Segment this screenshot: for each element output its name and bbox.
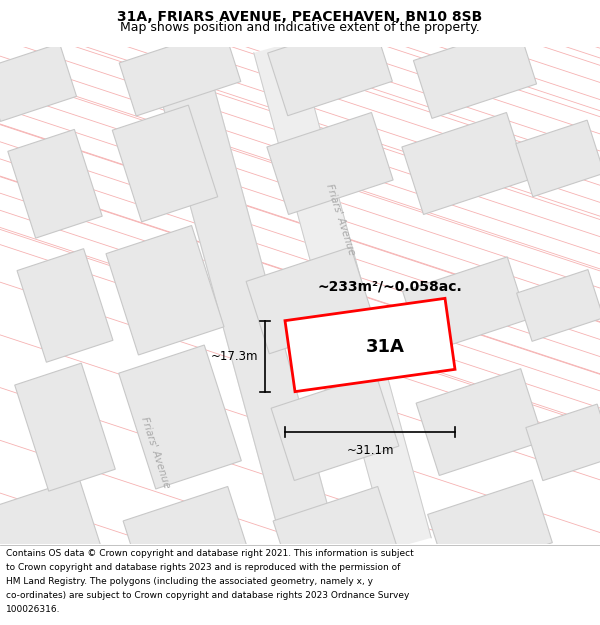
Polygon shape: [15, 363, 115, 491]
Polygon shape: [119, 29, 241, 116]
Polygon shape: [253, 41, 431, 550]
Polygon shape: [267, 112, 393, 214]
Text: ~233m²/~0.058ac.: ~233m²/~0.058ac.: [317, 279, 463, 293]
Text: co-ordinates) are subject to Crown copyright and database rights 2023 Ordnance S: co-ordinates) are subject to Crown copyr…: [6, 591, 409, 600]
Text: HM Land Registry. The polygons (including the associated geometry, namely x, y: HM Land Registry. The polygons (includin…: [6, 577, 373, 586]
Polygon shape: [112, 105, 218, 222]
Text: Map shows position and indicative extent of the property.: Map shows position and indicative extent…: [120, 21, 480, 34]
Polygon shape: [148, 39, 337, 551]
Polygon shape: [106, 226, 224, 355]
Polygon shape: [517, 269, 600, 341]
Polygon shape: [402, 112, 528, 214]
Text: ~17.3m: ~17.3m: [211, 349, 258, 362]
Polygon shape: [268, 19, 392, 116]
Polygon shape: [516, 120, 600, 197]
Text: to Crown copyright and database rights 2023 and is reproduced with the permissio: to Crown copyright and database rights 2…: [6, 563, 400, 572]
Polygon shape: [119, 345, 241, 489]
Text: Friars' Avenue: Friars' Avenue: [139, 416, 171, 489]
Text: 31A: 31A: [365, 338, 404, 356]
Polygon shape: [0, 478, 101, 579]
Polygon shape: [413, 26, 536, 118]
Polygon shape: [403, 257, 527, 354]
Polygon shape: [416, 369, 544, 476]
Polygon shape: [8, 129, 102, 238]
Text: 31A, FRIARS AVENUE, PEACEHAVEN, BN10 8SB: 31A, FRIARS AVENUE, PEACEHAVEN, BN10 8SB: [118, 10, 482, 24]
Polygon shape: [285, 298, 455, 392]
Polygon shape: [123, 486, 247, 581]
Text: 100026316.: 100026316.: [6, 606, 61, 614]
Text: Contains OS data © Crown copyright and database right 2021. This information is : Contains OS data © Crown copyright and d…: [6, 549, 414, 558]
Polygon shape: [17, 249, 113, 362]
Polygon shape: [273, 486, 397, 581]
Polygon shape: [271, 374, 399, 481]
Polygon shape: [428, 480, 553, 577]
Text: ~31.1m: ~31.1m: [346, 444, 394, 458]
Polygon shape: [0, 43, 77, 121]
Polygon shape: [246, 247, 374, 354]
Polygon shape: [526, 404, 600, 481]
Text: Friars' Avenue: Friars' Avenue: [324, 182, 356, 256]
